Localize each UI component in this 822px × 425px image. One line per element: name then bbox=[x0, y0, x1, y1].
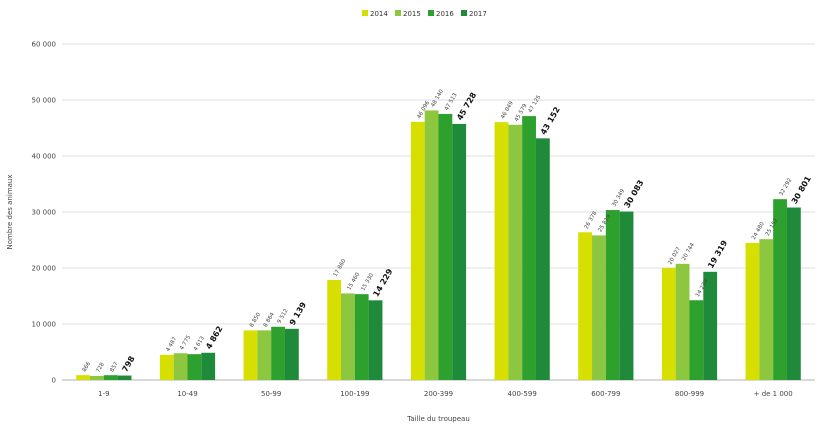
data-label: 8 850 bbox=[249, 311, 262, 328]
data-label: 4 862 bbox=[204, 325, 224, 351]
x-tick-label: 10-49 bbox=[177, 390, 197, 398]
bar-2014 bbox=[327, 279, 342, 380]
data-label: 8 864 bbox=[263, 311, 276, 328]
legend-label: 2014 bbox=[370, 10, 388, 18]
legend-swatch bbox=[362, 10, 368, 16]
data-label: 47 513 bbox=[444, 92, 459, 112]
y-tick-label: 20 000 bbox=[32, 265, 57, 273]
data-label: 26 378 bbox=[584, 210, 599, 230]
bar-2015 bbox=[592, 235, 606, 380]
data-label: 4 775 bbox=[179, 334, 192, 351]
data-label: 866 bbox=[82, 361, 93, 374]
y-tick-label: 60 000 bbox=[32, 41, 57, 49]
data-label: 24 480 bbox=[751, 221, 766, 241]
data-label: 4 487 bbox=[165, 336, 178, 353]
data-label: 48 140 bbox=[430, 88, 445, 108]
data-label: 30 801 bbox=[790, 174, 813, 205]
bar-2017 bbox=[619, 211, 634, 380]
legend-swatch bbox=[428, 10, 434, 16]
data-label: 43 152 bbox=[539, 105, 562, 136]
bar-2015 bbox=[424, 110, 439, 380]
data-label: 20 027 bbox=[667, 246, 682, 266]
data-label: 20 744 bbox=[681, 242, 696, 262]
bar-2017 bbox=[452, 123, 467, 380]
bar-2016 bbox=[773, 199, 787, 380]
x-axis-label: Taille du troupeau bbox=[406, 415, 470, 423]
bar-2017 bbox=[284, 328, 299, 380]
bar-2015 bbox=[508, 124, 523, 380]
legend-label: 2017 bbox=[469, 10, 487, 18]
bar-2014 bbox=[159, 354, 174, 380]
data-label: 9 139 bbox=[288, 300, 309, 327]
data-label: 728 bbox=[95, 361, 106, 374]
bar-2015 bbox=[173, 353, 188, 380]
data-label: 32 292 bbox=[779, 177, 794, 197]
bar-2016 bbox=[187, 354, 202, 380]
y-tick-label: 0 bbox=[52, 377, 56, 385]
legend-swatch bbox=[461, 10, 467, 16]
data-label: 47 125 bbox=[528, 94, 543, 114]
y-axis-ticks: 0 10 000 20 000 30 000 40 000 50 000 60 000 bbox=[32, 41, 57, 385]
y-tick-label: 50 000 bbox=[32, 97, 57, 105]
x-tick-label: 50-99 bbox=[261, 390, 281, 398]
data-label: 798 bbox=[120, 354, 136, 373]
bar-2017 bbox=[786, 207, 801, 380]
bar-2014 bbox=[76, 375, 91, 380]
x-tick-label: 100-199 bbox=[340, 390, 369, 398]
bar-2016 bbox=[605, 210, 620, 380]
data-label: 4 613 bbox=[193, 335, 206, 352]
bars-group bbox=[76, 110, 801, 381]
legend-label: 2015 bbox=[403, 10, 421, 18]
bar-2017 bbox=[368, 300, 383, 380]
y-tick-label: 10 000 bbox=[32, 321, 57, 329]
x-tick-label: 200-399 bbox=[424, 390, 453, 398]
data-label: 30 083 bbox=[622, 179, 645, 210]
bar-2014 bbox=[578, 232, 593, 380]
bar-2016 bbox=[271, 326, 285, 380]
bar-2014 bbox=[494, 122, 509, 380]
bar-2015 bbox=[759, 239, 774, 380]
bar-2014 bbox=[410, 121, 425, 380]
chart-legend: 2014 2015 2016 2017 bbox=[362, 10, 487, 18]
bar-2017 bbox=[703, 271, 718, 380]
bar-2016 bbox=[103, 375, 118, 380]
bar-2015 bbox=[90, 375, 104, 380]
x-tick-label: 400-599 bbox=[508, 390, 537, 398]
bar-2014 bbox=[745, 242, 760, 380]
legend-label: 2016 bbox=[436, 10, 454, 18]
data-label: 857 bbox=[109, 361, 120, 374]
x-axis-ticks: 1-9 10-49 50-99 100-199 200-399 400-599 600-79… bbox=[98, 390, 793, 398]
bar-2015 bbox=[675, 263, 690, 380]
bar-2016 bbox=[438, 113, 453, 381]
bar-2016 bbox=[354, 294, 369, 380]
data-label: 19 319 bbox=[706, 238, 729, 269]
bar-2017 bbox=[201, 352, 216, 380]
data-label: 14 229 bbox=[371, 267, 394, 298]
bar-2016 bbox=[522, 116, 536, 380]
bar-2016 bbox=[689, 300, 704, 380]
bar-2015 bbox=[257, 330, 272, 380]
bar-2017 bbox=[117, 375, 132, 380]
x-tick-label: 800-999 bbox=[675, 390, 704, 398]
x-tick-label: 600-799 bbox=[591, 390, 620, 398]
bar-2017 bbox=[535, 138, 550, 380]
legend-swatch bbox=[395, 10, 401, 16]
x-tick-label: 1-9 bbox=[98, 390, 109, 398]
y-tick-label: 40 000 bbox=[32, 153, 57, 161]
x-tick-label: + de 1 000 bbox=[754, 390, 793, 398]
bar-2015 bbox=[341, 293, 355, 380]
data-label: 15 460 bbox=[346, 271, 361, 291]
bar-2014 bbox=[243, 330, 258, 380]
y-axis-label: Nombre des animaux bbox=[6, 174, 14, 249]
bar-2014 bbox=[661, 267, 676, 380]
y-tick-label: 30 000 bbox=[32, 209, 57, 217]
data-label: 46 049 bbox=[500, 100, 515, 120]
